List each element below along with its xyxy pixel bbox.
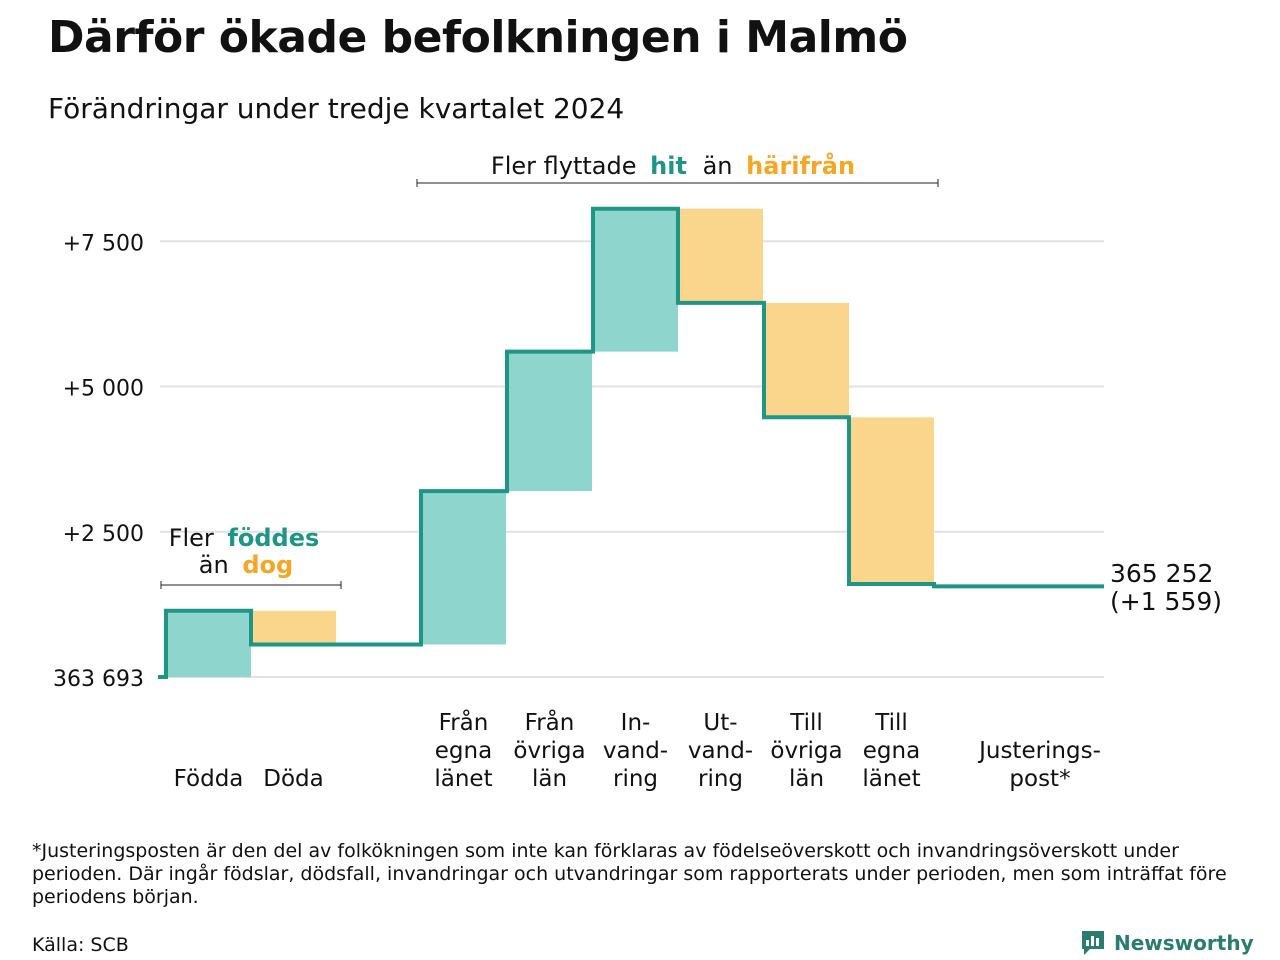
x-tick-label: Justerings- (977, 738, 1101, 764)
births-foddes: föddes (227, 524, 319, 552)
bar (678, 208, 763, 303)
y-axis-labels: 363 693 +2 500 +5 000 +7 500 (53, 231, 144, 692)
x-tick-label: Ut- (703, 710, 737, 736)
end-value-label: 365 252 (1110, 559, 1213, 588)
migration-prefix: Fler flyttade (491, 152, 637, 180)
x-tick-label: länet (862, 766, 920, 792)
bar (251, 610, 336, 645)
x-tick-label: vand- (688, 738, 753, 764)
x-tick-label: In- (621, 710, 651, 736)
migration-annotation-text: Fler flyttade hit än härifrån (491, 151, 855, 180)
bar (593, 208, 678, 352)
bar (507, 351, 592, 492)
migration-hit: hit (650, 152, 687, 180)
source-label: Källa: SCB (32, 934, 129, 956)
x-tick-label: övriga (770, 738, 842, 764)
bar (166, 610, 251, 677)
births-annotation-line1: Fler föddes (169, 524, 320, 552)
y-tick-label: +7 500 (63, 231, 144, 256)
x-tick-label: egna (435, 738, 492, 764)
births-middle: än (199, 551, 229, 579)
x-tick-label: län (789, 766, 824, 792)
x-tick-label: länet (434, 766, 492, 792)
step-line (158, 206, 1104, 679)
bar (421, 491, 506, 645)
bar (849, 417, 934, 585)
brand-name: Newsworthy (1114, 931, 1254, 955)
x-tick-label: Döda (263, 766, 323, 792)
migration-annotation: Fler flyttade hit än härifrån (416, 151, 939, 187)
newsworthy-chart-icon (1082, 931, 1104, 955)
x-tick-label: Födda (174, 766, 244, 792)
y-tick-label-baseline: 363 693 (53, 667, 144, 692)
end-change-label: (+1 559) (1110, 587, 1222, 616)
footnote: *Justeringsposten är den del av folkökni… (32, 840, 1227, 908)
migration-harifran: härifrån (746, 151, 855, 180)
y-tick-label: +2 500 (63, 522, 144, 547)
x-tick-label: Från (439, 708, 489, 736)
births-annotation-line2: än dog (199, 551, 293, 579)
x-tick-label: egna (863, 738, 920, 764)
x-tick-label: ring (698, 766, 743, 792)
page-title: Därför ökade befolkningen i Malmö (48, 12, 908, 63)
births-prefix: Fler (169, 524, 214, 552)
bar (764, 302, 849, 418)
step-line-path (158, 206, 1104, 679)
x-tick-label: vand- (603, 738, 668, 764)
migration-middle: än (703, 152, 733, 180)
y-tick-label: +5 000 (63, 377, 144, 402)
bars (166, 208, 934, 677)
x-tick-label: Från (525, 708, 575, 736)
x-tick-label: ring (613, 766, 658, 792)
x-tick-label: Till (789, 710, 823, 736)
x-tick-label: övriga (513, 738, 585, 764)
brand-logo[interactable]: Newsworthy (1080, 928, 1254, 958)
x-tick-label: län (532, 766, 567, 792)
x-tick-label: post* (1009, 766, 1070, 792)
x-tick-label: Till (874, 710, 908, 736)
births-annotation: Fler föddes än dog (160, 524, 342, 589)
page-subtitle: Förändringar under tredje kvartalet 2024 (48, 92, 625, 125)
x-axis-labels: Födda DödaFrånegnalänetFrånövrigalänIn-va… (174, 708, 1101, 792)
births-dog: dog (242, 551, 293, 579)
